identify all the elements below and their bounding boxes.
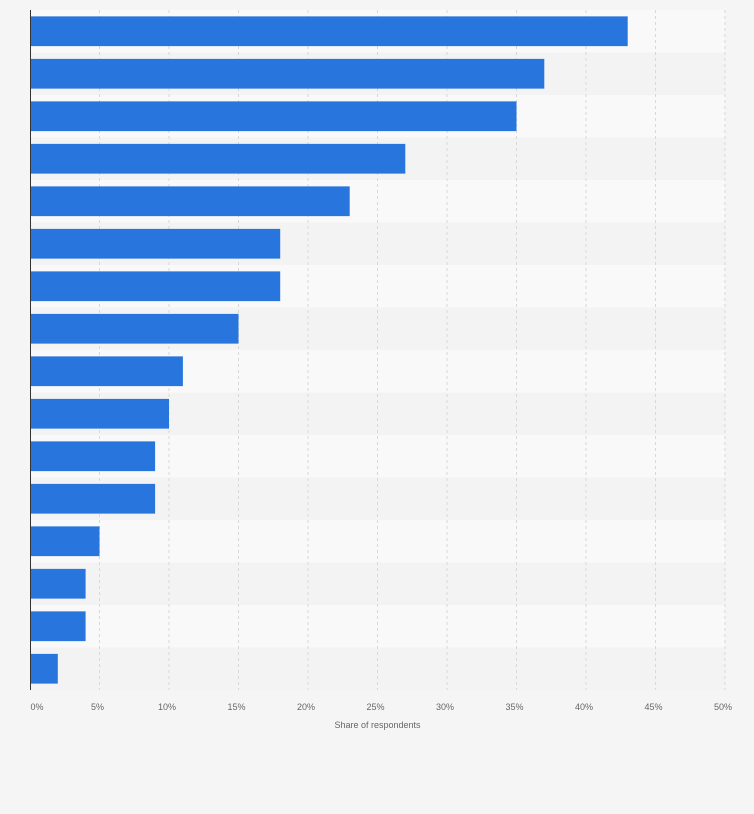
x-tick-label-10: 10% (158, 702, 176, 712)
bar-8 (30, 313, 239, 344)
x-axis-ticks: 0% 5% 10% 15% 20% 25% 30% 35% 40% 45% 50% (30, 702, 732, 712)
gridlines (99, 10, 726, 690)
x-tick-label-50: 50% (714, 702, 732, 712)
x-tick-label-20: 20% (297, 702, 315, 712)
bar-10 (30, 398, 169, 429)
bar-16 (30, 653, 58, 684)
bar-13 (30, 526, 100, 557)
bar-6 (30, 228, 281, 259)
x-tick-label-35: 35% (505, 702, 523, 712)
bar-4 (30, 143, 406, 174)
x-tick-label-0: 0% (30, 702, 43, 712)
bar-9 (30, 356, 183, 387)
x-tick-label-45: 45% (644, 702, 662, 712)
x-tick-label-30: 30% (436, 702, 454, 712)
x-tick-label-5: 5% (91, 702, 104, 712)
x-axis-label: Share of respondents (334, 720, 421, 730)
bar-3 (30, 101, 517, 132)
bars (30, 16, 628, 684)
bar-14 (30, 568, 86, 599)
bar-1 (30, 16, 628, 47)
x-tick-label-25: 25% (366, 702, 384, 712)
x-tick-label-40: 40% (575, 702, 593, 712)
bar-5 (30, 186, 350, 217)
bar-2 (30, 58, 545, 89)
bar-11 (30, 441, 156, 472)
bar-7 (30, 271, 281, 302)
bar-15 (30, 611, 86, 642)
bar-12 (30, 483, 156, 514)
x-tick-label-15: 15% (227, 702, 245, 712)
